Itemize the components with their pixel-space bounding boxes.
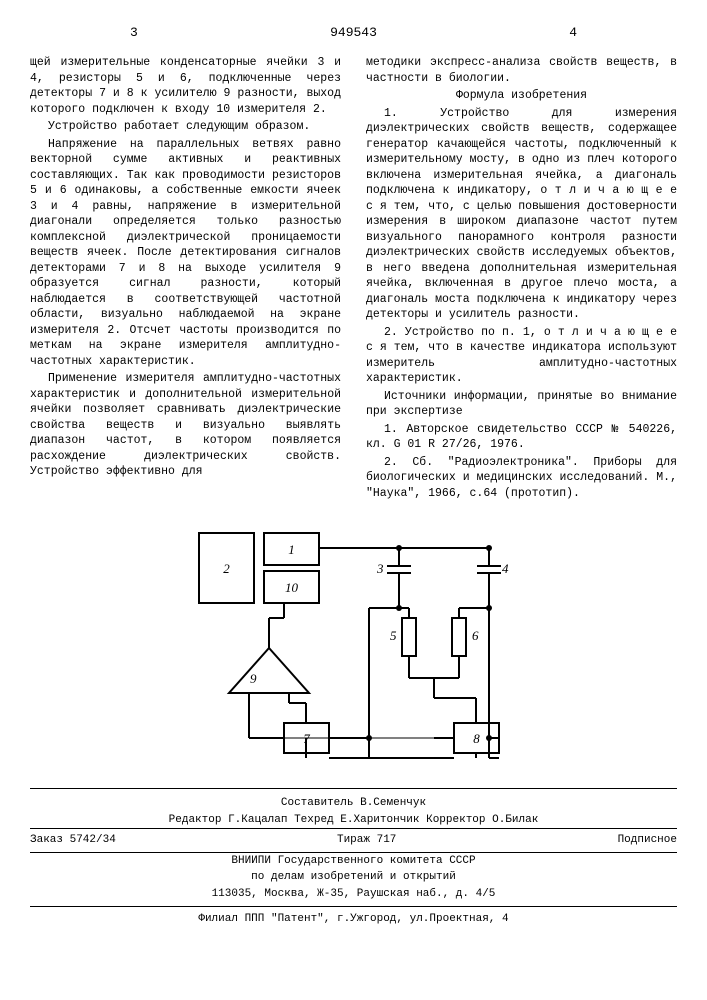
footer-org1: ВНИИПИ Государственного комитета СССР xyxy=(30,853,677,870)
document-number: 949543 xyxy=(330,25,377,40)
para: 1. Устройство для измерения диэлектричес… xyxy=(366,106,677,323)
footer-order-row: Заказ 5742/34 Тираж 717 Подписное xyxy=(30,828,677,853)
para: 2. Сб. "Радиоэлектроника". Приборы для б… xyxy=(366,455,677,502)
svg-text:10: 10 xyxy=(285,580,299,595)
svg-text:4: 4 xyxy=(502,561,509,576)
svg-text:8: 8 xyxy=(473,731,480,746)
para: 1. Авторское свидетельство СССР № 540226… xyxy=(366,422,677,453)
left-column: щей измерительные конденсаторные ячейки … xyxy=(30,55,341,503)
footer-org2: по делам изобретений и открытий xyxy=(30,869,677,886)
para: Источники информации, принятые во вниман… xyxy=(366,389,677,420)
circuit-diagram: 12107893456 xyxy=(154,523,554,773)
para: Применение измерителя амплитудно-частотн… xyxy=(30,371,341,480)
para: щей измерительные конденсаторные ячейки … xyxy=(30,55,341,117)
para: 2. Устройство по п. 1, о т л и ч а ю щ е… xyxy=(366,325,677,387)
footer-sub: Подписное xyxy=(618,832,677,849)
page-number-right: 4 xyxy=(569,25,577,40)
footer-tirazh: Тираж 717 xyxy=(337,832,396,849)
formula-title: Формула изобретения xyxy=(366,88,677,104)
footer-authors: Составитель В.Семенчук xyxy=(30,795,677,812)
svg-text:6: 6 xyxy=(472,628,479,643)
para: Устройство работает следующим образом. xyxy=(30,119,341,135)
para: методики экспресс-анализа свойств вещест… xyxy=(366,55,677,86)
page-number-left: 3 xyxy=(130,25,138,40)
right-column: методики экспресс-анализа свойств вещест… xyxy=(366,55,677,503)
text-columns: щей измерительные конденсаторные ячейки … xyxy=(30,55,677,503)
footer-branch: Филиал ППП "Патент", г.Ужгород, ул.Проек… xyxy=(30,906,677,928)
footer: Составитель В.Семенчук Редактор Г.Кацала… xyxy=(30,788,677,928)
footer-order: Заказ 5742/34 xyxy=(30,832,116,849)
svg-text:3: 3 xyxy=(376,561,384,576)
footer-addr: 113035, Москва, Ж-35, Раушская наб., д. … xyxy=(30,886,677,903)
footer-editors: Редактор Г.Кацалап Техред Е.Харитончик К… xyxy=(30,812,677,829)
svg-text:1: 1 xyxy=(288,542,295,557)
svg-text:9: 9 xyxy=(250,671,257,686)
para: Напряжение на параллельных ветвях равно … xyxy=(30,137,341,370)
svg-text:5: 5 xyxy=(390,628,397,643)
svg-text:2: 2 xyxy=(223,561,230,576)
